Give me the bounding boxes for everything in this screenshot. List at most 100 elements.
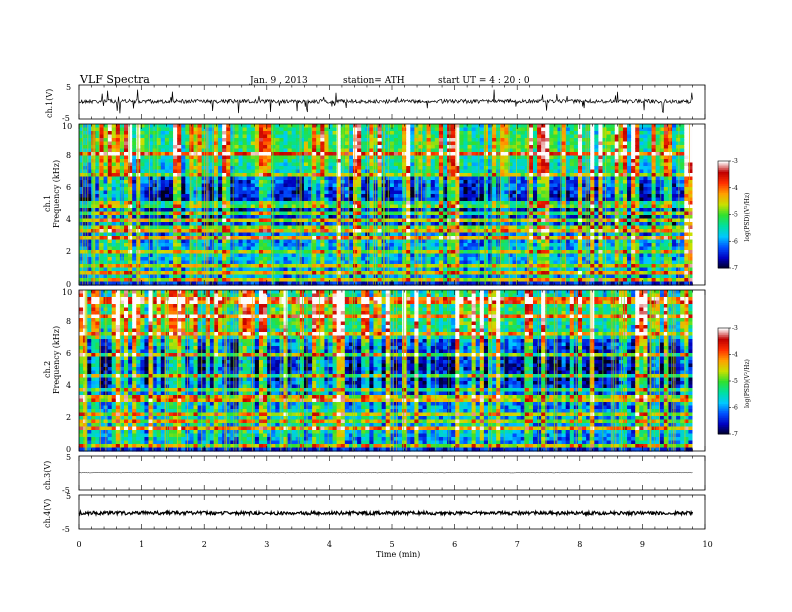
spectrogram-cell: [426, 204, 432, 209]
spectrogram-cell: [193, 215, 199, 220]
spectrogram-cell: [389, 204, 395, 209]
spectrogram-cell: [291, 225, 297, 230]
spectrogram-cell: [144, 166, 150, 171]
spectrogram-cell: [418, 187, 424, 192]
spectrogram-cell: [316, 155, 321, 160]
spectrogram-cell: [369, 253, 375, 258]
spectrogram-cell: [361, 194, 366, 199]
spectrogram-cell: [222, 183, 227, 188]
spectrogram-cell: [156, 148, 162, 153]
spectrogram-cell: [185, 278, 191, 283]
spectrogram-cell: [438, 222, 444, 227]
spectrogram-cell: [185, 145, 191, 150]
spectrogram-cell: [328, 267, 334, 272]
spectrogram-cell: [361, 218, 366, 223]
ch1-spectrogram-panel: 0 2 4 6 8 10 ch.1 Frequency (kHz) -3-4-5…: [43, 122, 751, 289]
spectrogram-cell: [353, 222, 358, 227]
spectrogram-cell: [471, 236, 477, 241]
spectrogram-cell: [357, 141, 362, 146]
spectrogram-cell: [185, 141, 191, 146]
spectrogram-cell: [128, 145, 133, 150]
spectrogram-cell: [189, 267, 195, 272]
spectrogram-cell: [275, 134, 280, 139]
spectrogram-cell: [144, 169, 150, 174]
spectrogram-cell: [451, 239, 456, 244]
spectrogram-cell: [148, 197, 154, 202]
spectrogram-cell: [357, 229, 362, 234]
spectrogram-cell: [467, 236, 473, 241]
spectrogram-cell: [500, 180, 505, 185]
spectrogram-cell: [152, 222, 158, 227]
spectrogram-cell: [389, 152, 395, 157]
spectrogram-cell: [377, 131, 383, 136]
spectrogram-cell: [357, 246, 362, 251]
spectrogram-cell: [479, 131, 485, 136]
spectrogram-cell: [123, 145, 129, 150]
spectrogram-cell: [181, 176, 186, 181]
spectrogram-cell: [218, 194, 223, 199]
spectrogram-cell: [475, 236, 481, 241]
spectrogram-cell: [111, 141, 117, 146]
spectrogram-cell: [475, 201, 481, 206]
spectrogram-cell: [348, 127, 354, 132]
spectrogram-cell: [193, 197, 199, 202]
spectrogram-cell: [254, 190, 260, 195]
spectrogram-cell: [164, 155, 170, 160]
spectrogram-cell: [95, 225, 101, 230]
spectrogram-cell: [459, 152, 465, 157]
spectrogram-cell: [177, 246, 182, 251]
spectrogram-cell: [250, 229, 256, 234]
spectrogram-cell: [140, 281, 146, 286]
spectrogram-cell: [303, 278, 309, 283]
spectrogram-cell: [410, 190, 415, 195]
spectrogram-cell: [398, 260, 403, 265]
spectrogram-cell: [426, 215, 432, 220]
spectrogram-cell: [324, 215, 330, 220]
spectrogram-cell: [344, 187, 350, 192]
spectrogram-cell: [238, 124, 244, 129]
spectrogram-cell: [168, 271, 174, 276]
spectrogram-cell: [434, 173, 440, 178]
spectrogram-cell: [238, 127, 244, 132]
spectrogram-cell: [369, 204, 375, 209]
spectrogram-cell: [406, 204, 411, 209]
spectrogram-cell: [389, 225, 395, 230]
spectrogram-cell: [275, 197, 280, 202]
spectrogram-cell: [430, 155, 436, 160]
spectrogram-cell: [177, 176, 182, 181]
spectrogram-cell: [156, 257, 162, 262]
spectrogram-cell: [226, 141, 231, 146]
spectrogram-cell: [414, 250, 420, 255]
spectrogram-cell: [492, 183, 497, 188]
spectrogram-cell: [103, 271, 109, 276]
spectrogram-cell: [443, 236, 448, 241]
spectrogram-cell: [111, 260, 117, 265]
spectrogram-cell: [218, 155, 223, 160]
spectrogram-cell: [430, 141, 436, 146]
spectrogram-cell: [377, 208, 383, 213]
spectrogram-cell: [492, 162, 497, 167]
spectrogram-cell: [406, 183, 411, 188]
spectrogram-cell: [87, 257, 92, 262]
spectrogram-cell: [324, 148, 330, 153]
spectrogram-cell: [438, 134, 444, 139]
spectrogram-cell: [213, 138, 219, 143]
spectrogram-cell: [389, 222, 395, 227]
spectrogram-cell: [336, 131, 342, 136]
spectrogram-cell: [258, 274, 264, 279]
spectrogram-cell: [144, 211, 150, 216]
spectrogram-cell: [287, 176, 293, 181]
spectrogram-cell: [258, 229, 264, 234]
spectrogram-cell: [434, 274, 440, 279]
spectrogram-cell: [283, 187, 289, 192]
spectrogram-cell: [283, 183, 289, 188]
spectrogram-cell: [483, 183, 489, 188]
spectrogram-cell: [197, 274, 203, 279]
spectrogram-cell: [324, 229, 330, 234]
spectrogram-cell: [148, 260, 154, 265]
spectrogram-cell: [475, 278, 481, 283]
spectrogram-cell: [91, 204, 96, 209]
spectrogram-cell: [508, 215, 514, 220]
spectrogram-cell: [185, 253, 191, 258]
